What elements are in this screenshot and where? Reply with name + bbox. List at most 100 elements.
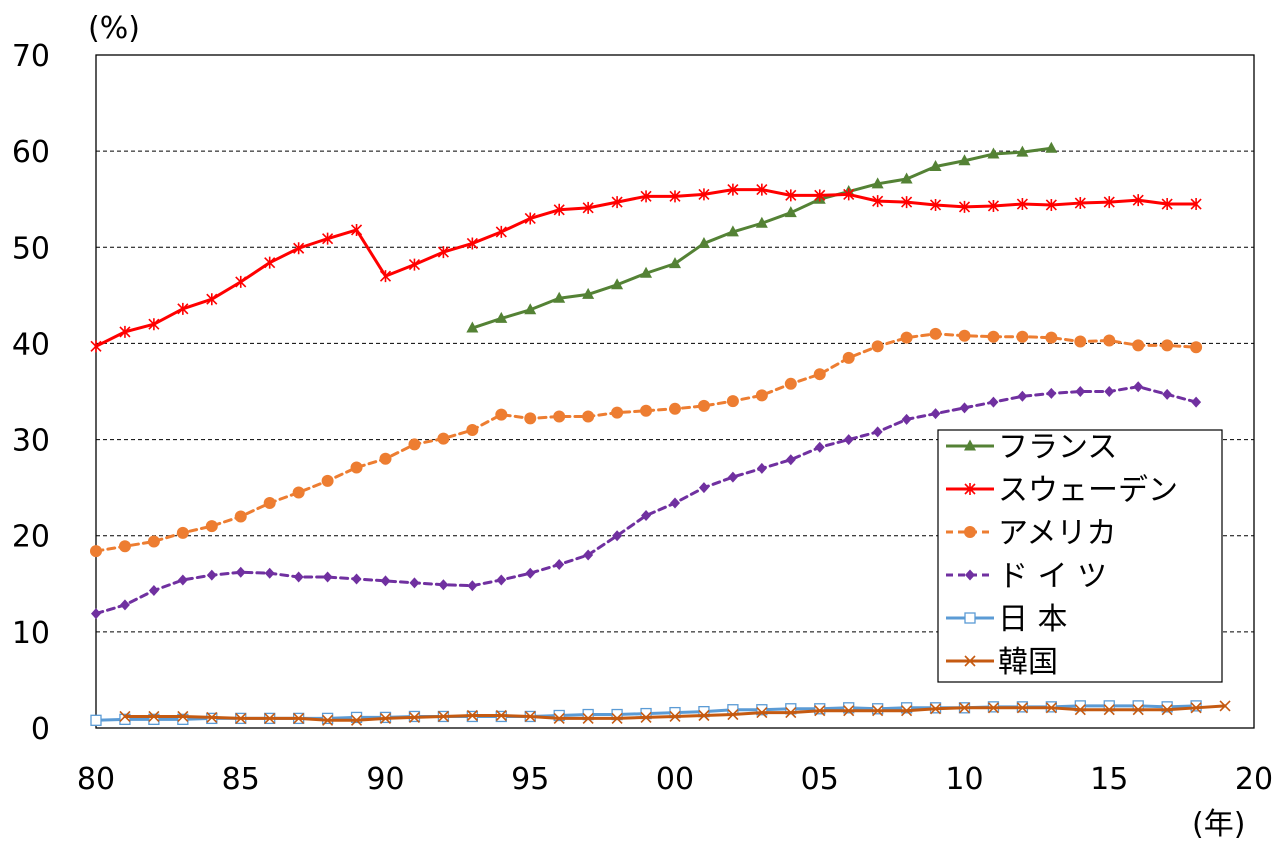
data-point [814,705,826,717]
data-point [611,196,623,209]
y-tick-label: 20 [12,520,50,555]
data-point [987,330,1000,343]
data-point [583,549,594,561]
data-point [1162,388,1173,400]
data-point [292,486,305,499]
data-point [726,225,739,237]
y-tick-label: 10 [12,616,50,651]
data-point [640,266,653,278]
data-point [379,712,392,724]
x-tick-label: 05 [801,762,839,797]
data-point [321,474,334,487]
data-point [380,575,391,587]
data-point [987,199,1000,212]
data-point [1190,341,1203,354]
data-point [755,216,768,228]
data-point [235,566,246,578]
data-point [1103,196,1115,209]
data-point [1045,331,1058,344]
legend-label: 日 本 [998,602,1068,637]
data-point [1132,194,1144,207]
legend-item: ド イ ツ [946,559,1107,594]
data-point [1045,141,1058,153]
data-point [612,530,623,542]
data-point [293,242,305,255]
data-point [553,709,565,722]
data-point [756,704,768,716]
data-point [379,452,392,465]
data-point [756,183,768,196]
data-point [148,318,160,331]
data-point [929,160,942,172]
data-point [611,406,624,419]
data-point [524,412,537,425]
legend-label: 韓国 [998,645,1058,680]
x-tick-label: 80 [77,762,115,797]
data-point [611,278,624,290]
data-point [901,196,913,209]
data-point [176,526,189,539]
data-point [872,195,884,208]
data-point [1016,145,1029,157]
data-point [697,399,710,412]
data-point [379,270,392,283]
data-point [264,567,275,579]
x-tick-label: 85 [222,762,260,797]
data-point [437,246,449,259]
data-point [118,540,131,553]
data-point [495,225,507,238]
y-tick-label: 40 [12,327,50,362]
data-point [322,571,333,583]
data-point [553,291,566,303]
data-point [958,329,971,342]
data-point [1074,335,1087,348]
data-point [901,705,913,717]
data-point [437,710,449,723]
x-axis-label: (年) [1192,807,1245,842]
data-point [1161,701,1173,713]
data-point [1104,386,1115,397]
data-point [964,439,976,451]
y-axis-label: (%) [88,11,140,46]
data-point [582,201,594,214]
data-point [698,482,709,494]
data-point [437,432,450,445]
data-point [727,183,739,196]
data-point [929,703,942,715]
y-tick-label: 0 [31,712,50,747]
data-point [119,710,131,723]
data-point [965,569,975,581]
data-point [669,402,681,415]
data-point [322,232,334,245]
data-point [842,351,855,364]
data-point [234,510,247,523]
legend-item: スウェーデン [946,473,1178,508]
y-tick-label: 70 [12,39,50,74]
data-point [263,497,276,510]
grid-lines [96,150,1254,633]
series-2 [90,183,1202,353]
data-point [177,574,188,586]
series-4 [91,381,1202,620]
y-tick-label: 60 [12,135,50,170]
data-point [148,710,160,723]
data-point [1074,704,1086,716]
data-point [1045,198,1057,211]
data-point [119,325,131,338]
data-point [640,190,652,203]
data-point [408,258,421,271]
data-point [496,574,507,586]
data-point [785,707,797,719]
data-point [843,434,854,446]
data-point [1133,381,1144,393]
data-point [438,579,449,591]
data-point [669,190,681,203]
data-point [641,510,652,522]
data-point [235,712,247,724]
data-point [1046,387,1057,399]
data-point [785,454,796,466]
legend-item: フランス [946,430,1117,465]
data-point [177,302,189,315]
data-point [900,172,913,184]
